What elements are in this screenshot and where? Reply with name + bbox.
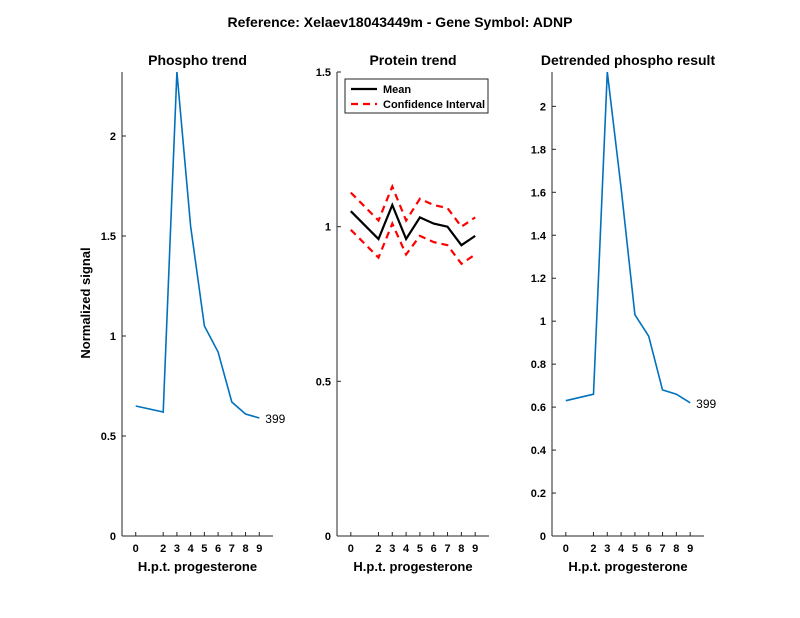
legend-entry-label: Mean <box>383 84 411 96</box>
x-tick-label: 7 <box>659 543 665 555</box>
y-tick-label: 1.8 <box>531 144 546 156</box>
x-tick-label: 0 <box>348 543 354 555</box>
y-tick-label: 1.5 <box>316 67 331 79</box>
legend-entry-label: Confidence Interval <box>383 99 485 111</box>
x-tick-label: 8 <box>458 543 464 555</box>
series-mean-line <box>350 202 476 247</box>
x-tick-label: 4 <box>618 543 625 555</box>
y-tick-label: 1 <box>325 222 331 234</box>
y-tick-label: 1.6 <box>531 187 546 199</box>
y-tick-label: 0.6 <box>531 402 546 414</box>
panel-title: Phospho trend <box>148 52 247 68</box>
x-tick-label: 7 <box>229 543 235 555</box>
y-tick-label: 0.5 <box>101 431 116 443</box>
series-phospho-line <box>135 71 260 419</box>
x-tick-label: 6 <box>215 543 221 555</box>
y-tick-label: 1 <box>110 331 116 343</box>
y-tick-label: 0 <box>540 531 546 543</box>
x-axis-label: H.p.t. progesterone <box>138 559 257 574</box>
x-tick-label: 8 <box>673 543 679 555</box>
y-tick-label: 1.5 <box>101 231 116 243</box>
x-tick-label: 2 <box>160 543 166 555</box>
x-tick-label: 5 <box>201 543 207 555</box>
y-tick-label: 1 <box>540 316 546 328</box>
y-tick-label: 2 <box>110 131 116 143</box>
legend-box <box>344 78 489 114</box>
panel-3: Detrended phospho result H.p.t. progester… <box>531 52 717 574</box>
y-axis-label: Normalized signal <box>78 247 93 358</box>
panel-title: Detrended phospho result <box>541 52 716 68</box>
x-tick-label: 9 <box>687 543 693 555</box>
panel-2: Protein trend H.p.t. progesterone 0 2 3 4 5 6 7 8… <box>316 52 489 574</box>
x-tick-label: 2 <box>590 543 596 555</box>
y-tick-label: 1.4 <box>531 230 547 242</box>
x-tick-label: 0 <box>133 543 139 555</box>
x-tick-label: 6 <box>431 543 437 555</box>
y-tick-label: 0.4 <box>531 445 547 457</box>
x-tick-label: 2 <box>375 543 381 555</box>
y-tick-label: 0 <box>325 531 331 543</box>
y-tick-label: 0.2 <box>531 488 546 500</box>
x-tick-label: 5 <box>632 543 638 555</box>
x-tick-label: 3 <box>389 543 395 555</box>
x-tick-label: 5 <box>417 543 423 555</box>
y-tick-label: 0.8 <box>531 359 546 371</box>
x-tick-label: 3 <box>174 543 180 555</box>
x-tick-label: 7 <box>444 543 450 555</box>
x-tick-label: 8 <box>242 543 248 555</box>
x-tick-label: 9 <box>472 543 478 555</box>
x-tick-label: 0 <box>563 543 569 555</box>
y-tick-label: 1.2 <box>531 273 546 285</box>
x-axis-label: H.p.t. progesterone <box>353 559 472 574</box>
y-tick-label: 0 <box>110 531 116 543</box>
series-ci-lower-line <box>350 220 476 266</box>
x-axis-label: H.p.t. progesterone <box>568 559 687 574</box>
series-end-label: 399 <box>265 412 285 426</box>
y-tick-label: 0.5 <box>316 376 331 388</box>
x-tick-label: 9 <box>256 543 262 555</box>
figure-suptitle: Reference: Xelaev18043449m - Gene Symbol… <box>228 14 573 30</box>
series-end-label: 399 <box>696 397 716 411</box>
series-phospho-line <box>565 71 691 404</box>
x-tick-label: 4 <box>188 543 195 555</box>
panel-title: Protein trend <box>369 52 456 68</box>
y-tick-label: 2 <box>540 101 546 113</box>
x-tick-label: 6 <box>646 543 652 555</box>
series-ci-upper-line <box>350 183 476 229</box>
x-tick-label: 4 <box>403 543 410 555</box>
x-tick-label: 3 <box>604 543 610 555</box>
